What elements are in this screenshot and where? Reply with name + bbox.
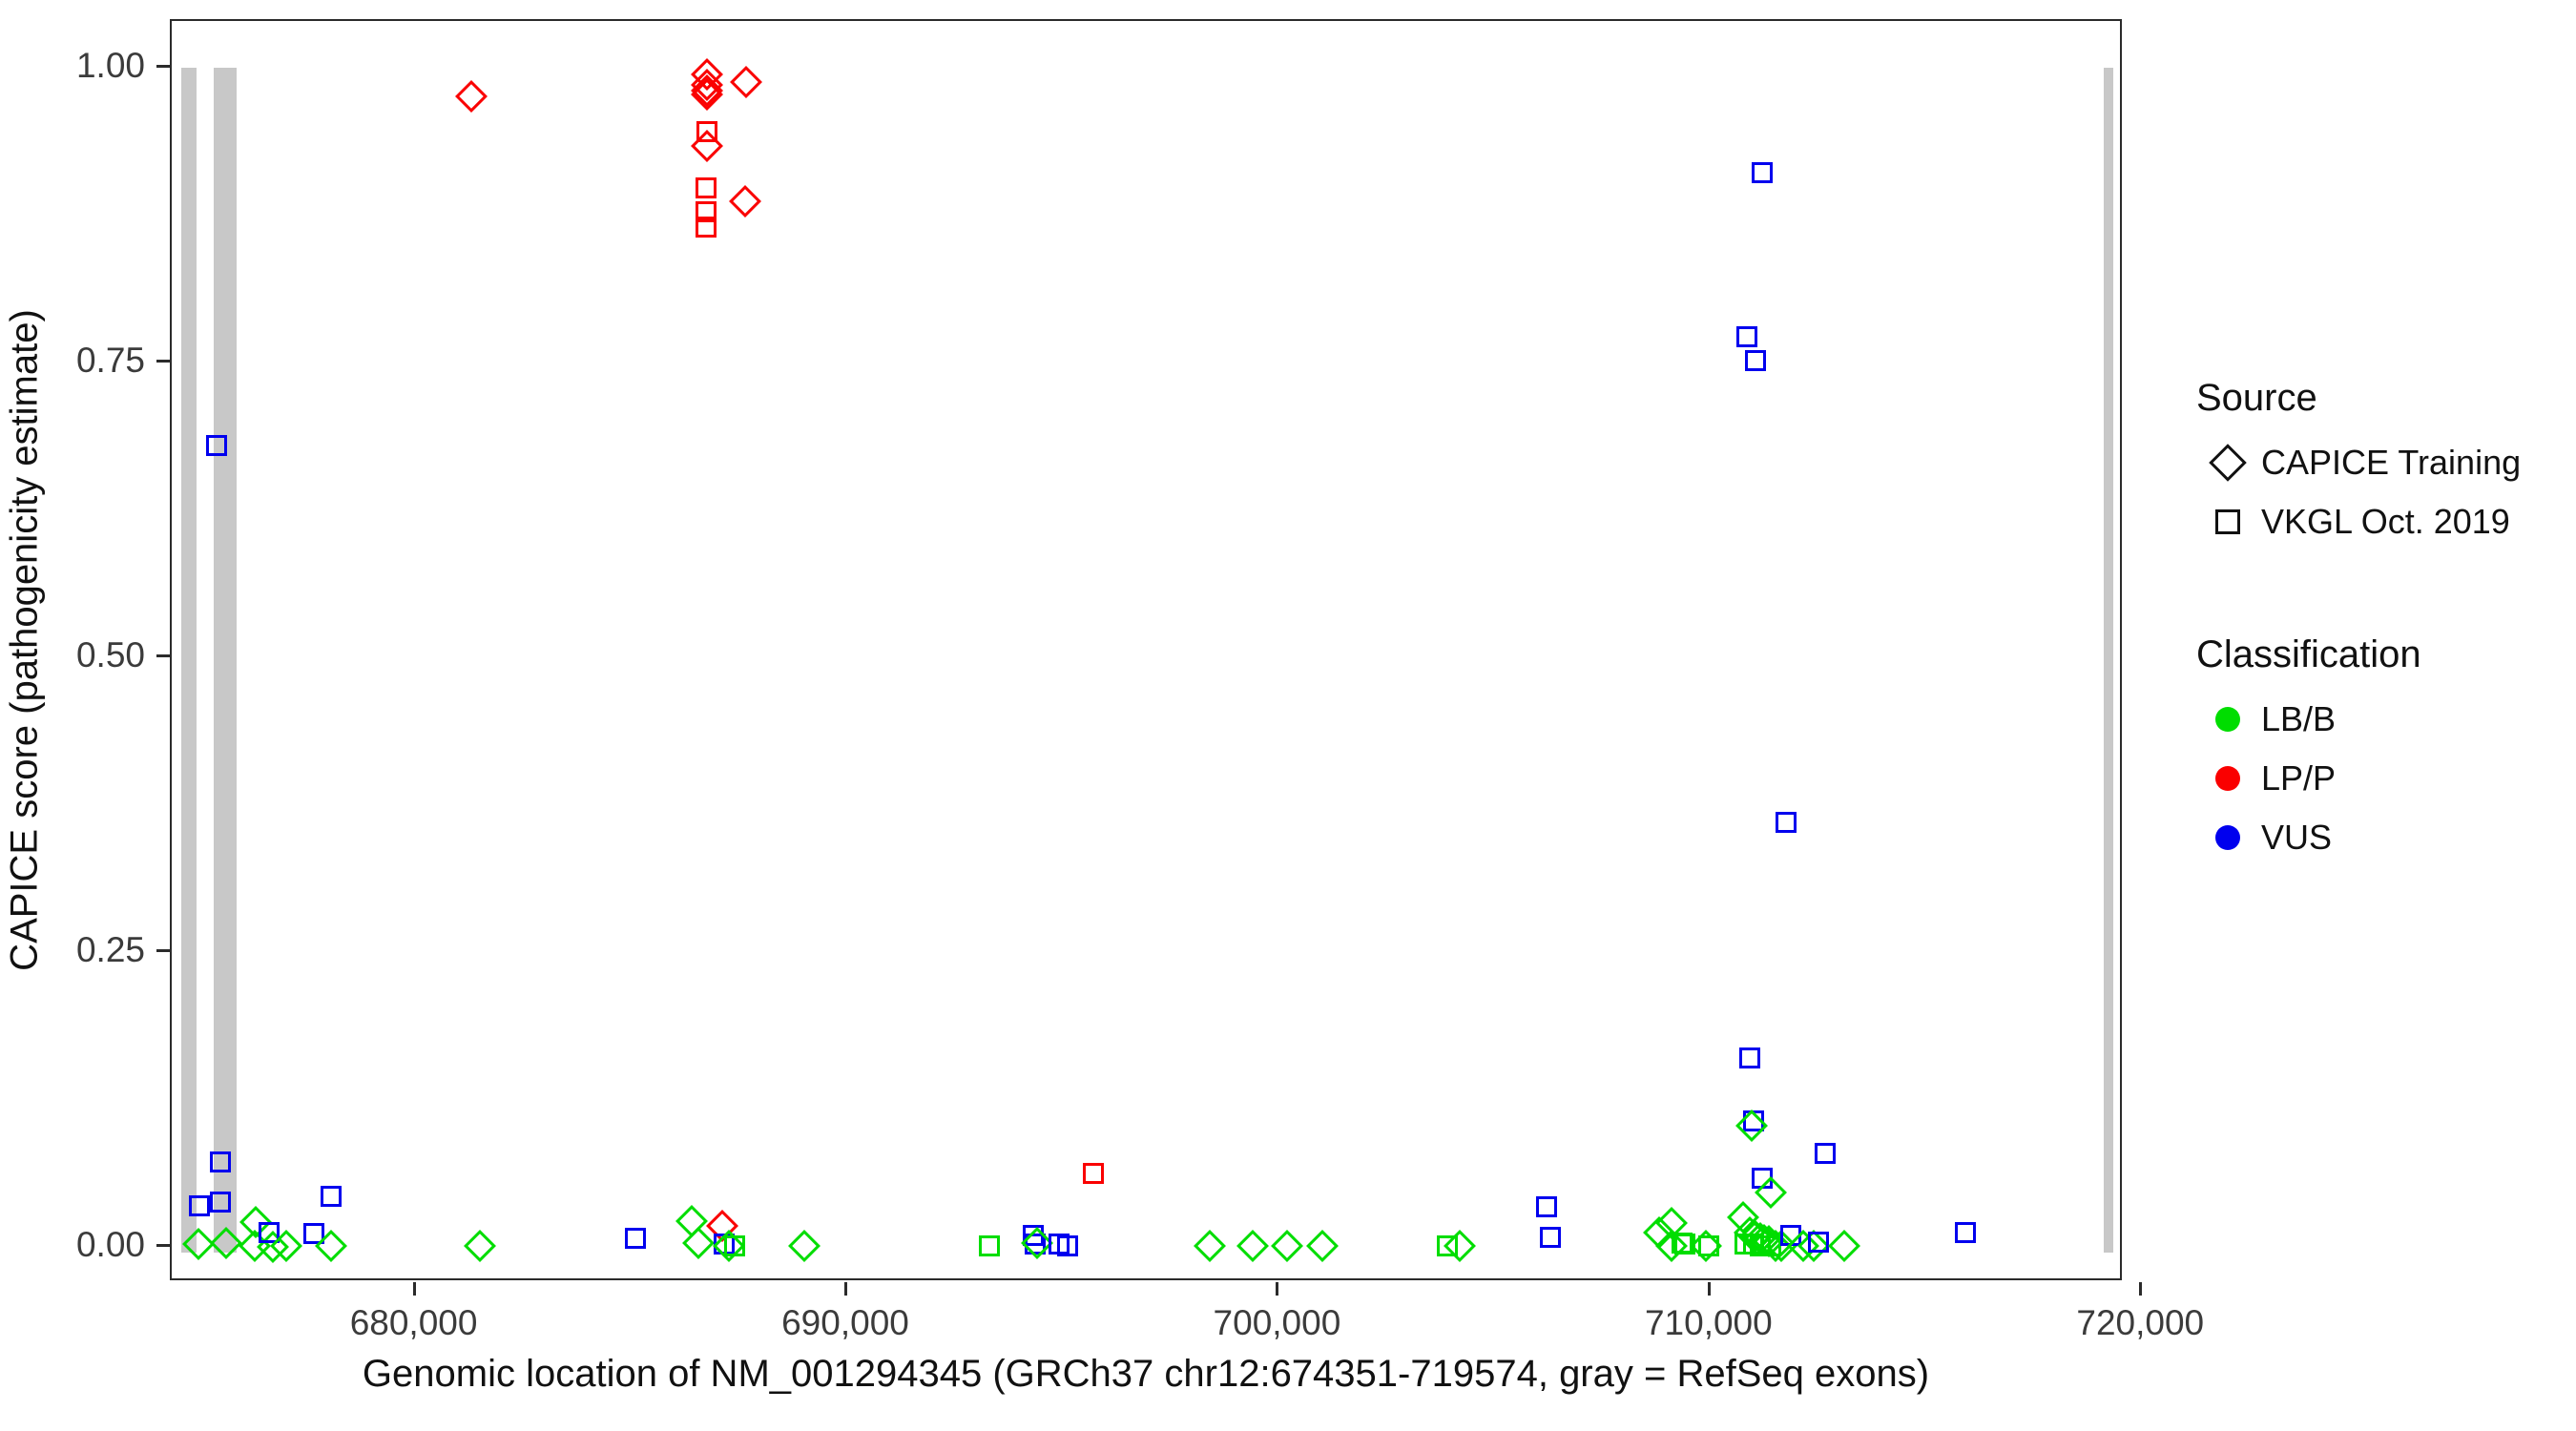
data-point-diamond [729, 66, 762, 99]
square-icon [2194, 492, 2261, 551]
data-point-diamond [787, 1229, 821, 1262]
circle-icon [2194, 690, 2261, 749]
x-tick [843, 1282, 847, 1296]
data-point-square [1745, 349, 1767, 371]
legend-item-lp-p[interactable]: LP/P [2194, 749, 2557, 808]
data-point-square [1082, 1163, 1104, 1185]
x-tick [1276, 1282, 1279, 1296]
data-point-square [1535, 1195, 1557, 1217]
y-tick [156, 360, 170, 363]
x-tick-label: 720,000 [2076, 1303, 2205, 1342]
data-point-square [695, 177, 717, 199]
legend-label: VKGL Oct. 2019 [2261, 502, 2510, 541]
data-point-square [1814, 1143, 1836, 1165]
data-point-diamond [1194, 1229, 1227, 1262]
x-tick-label: 690,000 [781, 1303, 909, 1342]
x-tick-label: 700,000 [1213, 1303, 1341, 1342]
data-point-square [321, 1185, 343, 1207]
data-point-square [303, 1223, 325, 1245]
data-point-square [724, 1234, 746, 1256]
y-tick-label: 0.75 [75, 341, 145, 381]
data-point-square [696, 121, 718, 143]
data-point-square [1673, 1234, 1695, 1255]
data-point-square [695, 201, 717, 223]
legend-spacer [2194, 551, 2557, 633]
y-axis: 0.00 0.25 0.50 0.75 1.00 [0, 19, 170, 1280]
data-point-square [1697, 1234, 1719, 1256]
data-point-square [714, 1234, 736, 1255]
data-point-square [1779, 1224, 1801, 1246]
data-point-square [1436, 1234, 1458, 1256]
exon-band [213, 68, 237, 1253]
data-point-diamond [1305, 1229, 1339, 1262]
y-tick [156, 1243, 170, 1247]
y-tick-label: 0.50 [75, 635, 145, 675]
data-point-square [210, 1151, 232, 1172]
legend-label: LB/B [2261, 699, 2337, 738]
data-point-diamond [464, 1229, 497, 1262]
legend-item-capice-training[interactable]: CAPICE Training [2194, 433, 2557, 492]
legend-label: VUS [2261, 818, 2333, 857]
data-point-square [258, 1222, 280, 1244]
x-tick [2139, 1282, 2143, 1296]
data-point-square [1540, 1227, 1562, 1249]
x-tick-label: 680,000 [349, 1303, 478, 1342]
data-point-diamond [690, 129, 723, 162]
data-point-square [1056, 1234, 1078, 1256]
plot-panel [170, 19, 2122, 1280]
y-tick-label: 0.00 [75, 1224, 145, 1264]
data-point-diamond [455, 80, 488, 114]
legend: Source CAPICE Training VKGL Oct. 2019 Cl… [2194, 377, 2557, 867]
data-point-square [1024, 1234, 1046, 1255]
y-tick-label: 0.25 [75, 930, 145, 970]
legend-title-classification: Classification [2196, 633, 2421, 675]
legend-item-lb-b[interactable]: LB/B [2194, 690, 2557, 749]
data-point-square [1736, 326, 1758, 348]
legend-item-vkgl-oct-2019[interactable]: VKGL Oct. 2019 [2194, 492, 2557, 551]
x-tick [412, 1282, 416, 1296]
exon-band [2103, 68, 2113, 1253]
data-point-square [1743, 1110, 1765, 1131]
exon-band [181, 68, 197, 1253]
x-tick [1707, 1282, 1711, 1296]
data-point-square [1776, 812, 1797, 834]
x-axis: 680,000 690,000 700,000 710,000 720,000 [170, 1282, 2204, 1349]
legend-item-vus[interactable]: VUS [2194, 808, 2557, 867]
data-point-diamond [1236, 1229, 1270, 1262]
data-point-diamond [729, 185, 762, 218]
data-point-square [696, 217, 717, 238]
diamond-icon [2194, 433, 2261, 492]
legend-label: CAPICE Training [2261, 443, 2522, 482]
legend-label: LP/P [2261, 758, 2337, 798]
circle-icon [2194, 808, 2261, 867]
data-point-square [1807, 1231, 1829, 1253]
data-point-square [189, 1194, 211, 1216]
data-point-square [206, 434, 228, 456]
data-point-square [1749, 1234, 1771, 1256]
data-point-diamond [1271, 1229, 1304, 1262]
data-point-square [209, 1191, 231, 1213]
data-point-square [1752, 162, 1774, 184]
data-point-square [979, 1234, 1001, 1256]
data-point-diamond [1828, 1229, 1861, 1262]
data-point-square [625, 1228, 647, 1250]
legend-title-source: Source [2196, 377, 2317, 419]
circle-icon [2194, 749, 2261, 808]
data-point-square [1954, 1222, 1976, 1244]
data-point-square [1738, 1047, 1760, 1069]
data-point-square [1752, 1168, 1774, 1190]
x-axis-label: Genomic location of NM_001294345 (GRCh37… [362, 1353, 1930, 1395]
y-tick [156, 65, 170, 69]
y-tick [156, 654, 170, 658]
data-point-square [1760, 1234, 1782, 1256]
x-tick-label: 710,000 [1644, 1303, 1773, 1342]
y-tick-label: 1.00 [75, 46, 145, 86]
plot-area [172, 21, 2120, 1278]
y-tick [156, 949, 170, 953]
